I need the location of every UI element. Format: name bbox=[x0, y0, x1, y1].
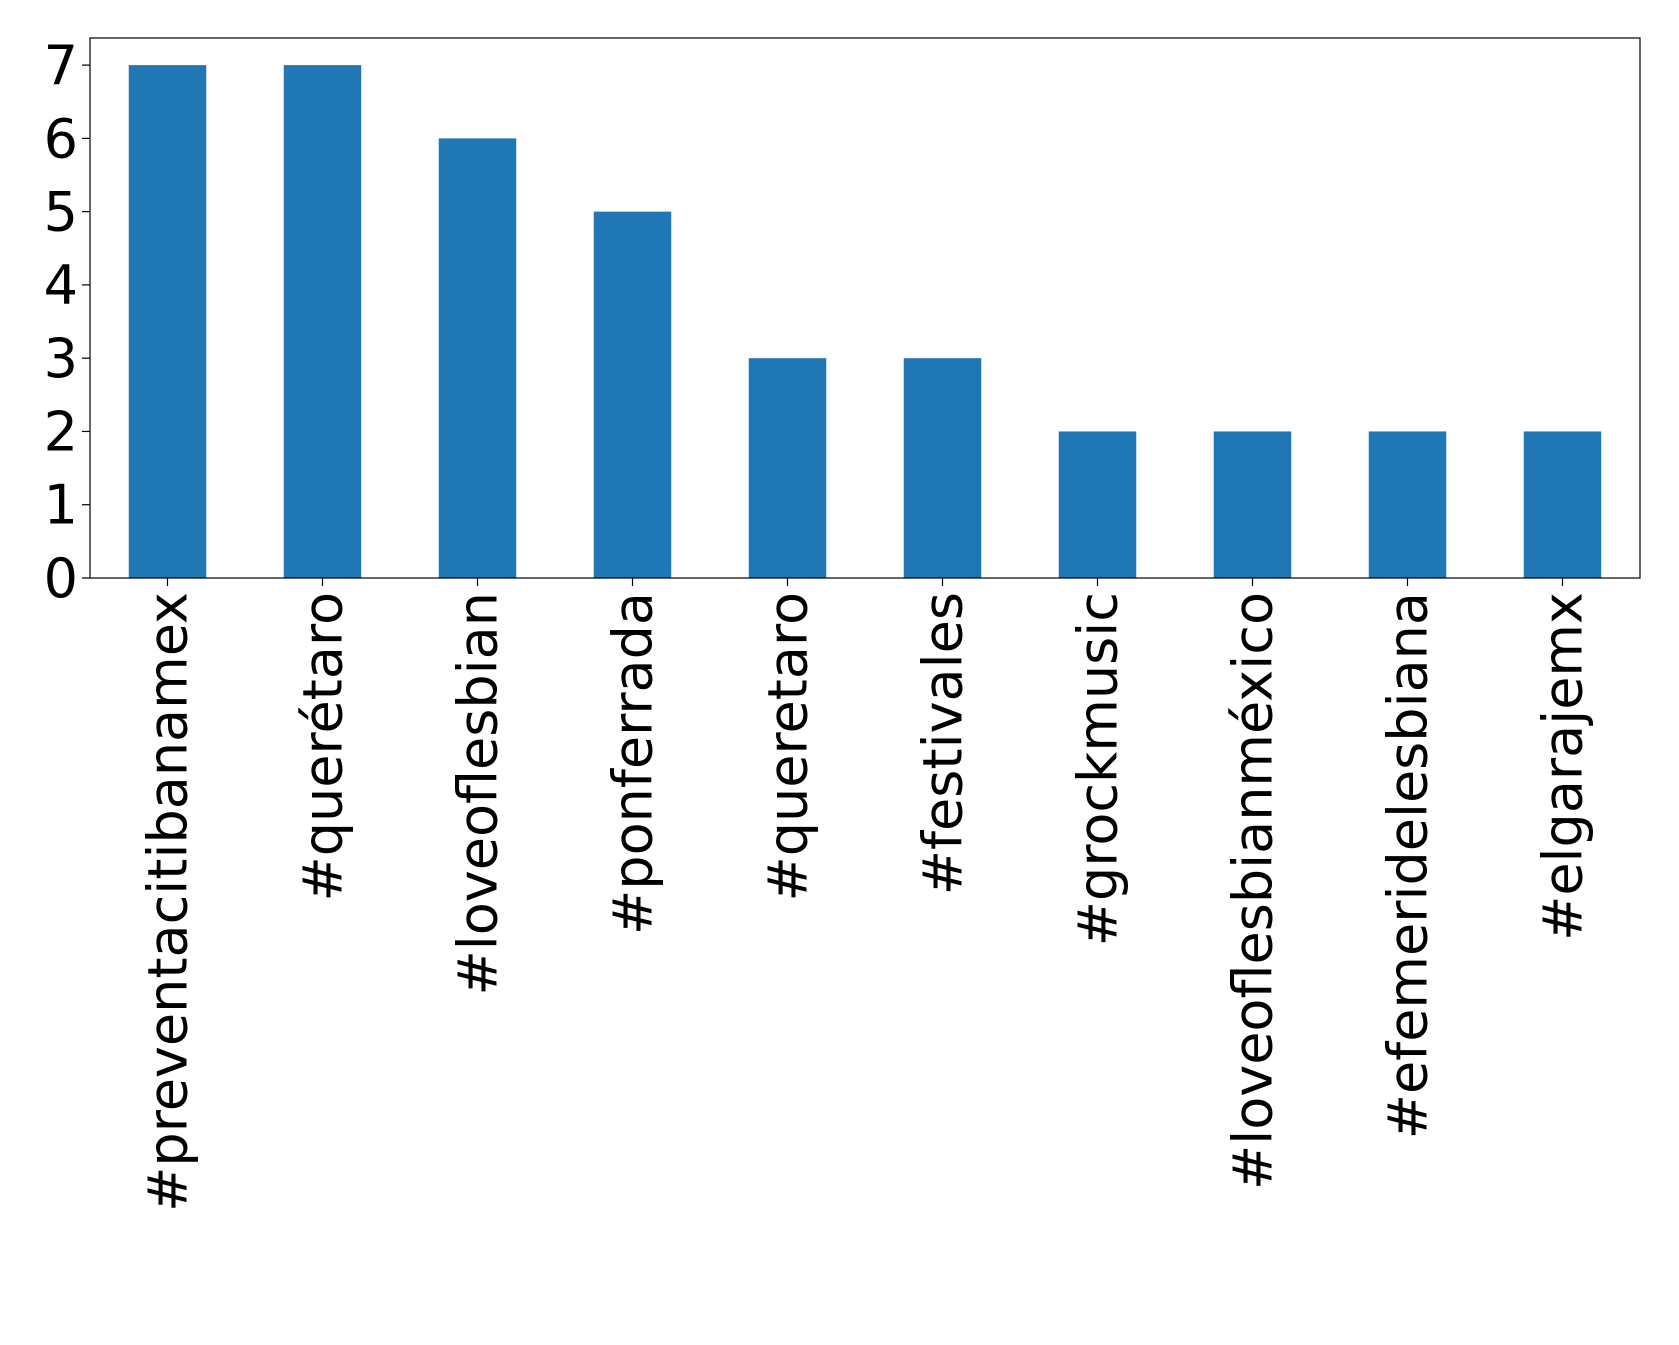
bar bbox=[1523, 431, 1602, 578]
x-tick-label: #grockmusic bbox=[1067, 592, 1130, 946]
x-tick-label: #querétaro bbox=[292, 592, 355, 902]
y-tick-label: 3 bbox=[44, 327, 78, 390]
x-tick-label: #loveoflesbianméxico bbox=[1222, 592, 1285, 1190]
x-tick-label: #efemeridelesbiana bbox=[1377, 592, 1440, 1139]
y-tick-label: 0 bbox=[44, 547, 78, 610]
y-tick-label: 2 bbox=[44, 400, 78, 463]
bar bbox=[1058, 431, 1137, 578]
x-tick-label: #ponferrada bbox=[602, 592, 665, 935]
y-tick-label: 5 bbox=[44, 181, 78, 244]
y-tick-label: 7 bbox=[44, 34, 78, 97]
bar bbox=[903, 358, 982, 578]
bar bbox=[1213, 431, 1292, 578]
bar bbox=[748, 358, 827, 578]
bar bbox=[283, 65, 362, 578]
bar bbox=[128, 65, 207, 578]
y-tick-label: 4 bbox=[44, 254, 78, 317]
bar bbox=[593, 211, 672, 578]
x-tick-label: #preventacitibanamex bbox=[137, 592, 200, 1212]
plot-frame bbox=[89, 37, 1641, 579]
y-tick-label: 1 bbox=[44, 474, 78, 537]
y-tick-label: 6 bbox=[44, 107, 78, 170]
x-tick-label: #elgarajemx bbox=[1532, 592, 1595, 941]
x-tick-label: #loveoflesbian bbox=[447, 592, 510, 995]
bar bbox=[1368, 431, 1447, 578]
x-tick-label: #queretaro bbox=[757, 592, 820, 902]
x-tick-label: #festivales bbox=[912, 592, 975, 895]
bar bbox=[438, 138, 517, 578]
